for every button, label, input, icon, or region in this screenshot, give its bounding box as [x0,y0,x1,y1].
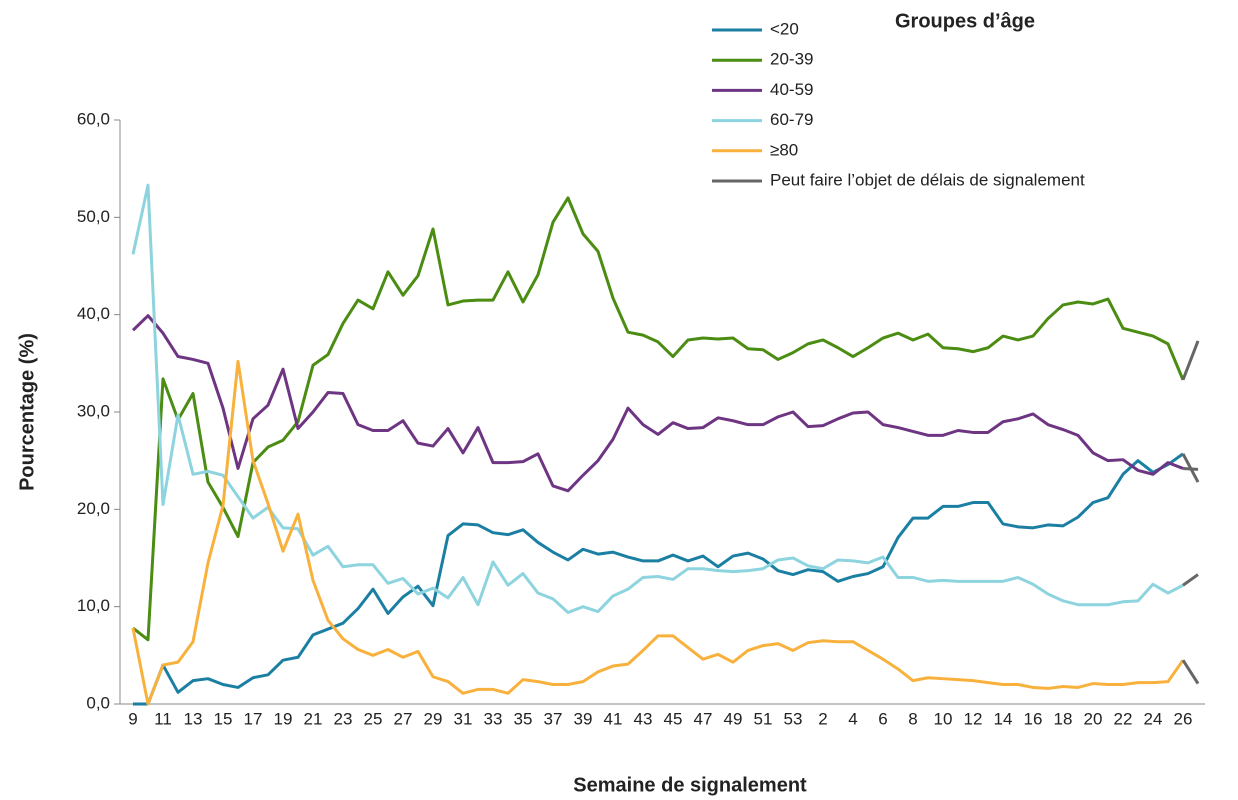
x-tick-label: 29 [424,709,443,728]
delayed-segment [1181,340,1200,381]
x-tick-label: 17 [244,709,263,728]
x-tick-label: 12 [964,709,983,728]
x-tick-label: 19 [274,709,293,728]
x-tick-label: 13 [184,709,203,728]
delayed-segment [1181,659,1200,685]
x-tick-label: 49 [724,709,743,728]
series-line [131,314,1184,493]
x-tick-label: 37 [544,709,563,728]
x-tick-label: 35 [514,709,533,728]
y-tick-label: 20,0 [77,499,110,518]
legend-title: Groupes d’âge [895,10,1035,32]
legend-label: Peut faire l’objet de délais de signalem… [770,170,1085,189]
series-line [131,359,1185,706]
x-tick-label: 24 [1144,709,1163,728]
x-tick-label: 14 [994,709,1013,728]
x-tick-label: 9 [128,709,137,728]
x-tick-label: 51 [754,709,773,728]
x-tick-label: 11 [154,709,172,728]
x-axis-label: Semaine de signalement [573,774,807,796]
x-tick-label: 53 [784,709,803,728]
x-tick-label: 21 [304,709,323,728]
x-tick-label: 20 [1084,709,1103,728]
x-tick-label: 8 [908,709,917,728]
y-tick-label: 30,0 [77,401,110,420]
x-tick-label: 33 [484,709,503,728]
delayed-segment [1182,573,1199,587]
y-tick-label: 40,0 [77,304,110,323]
legend-label: 40-59 [770,80,813,99]
legend-label: 60-79 [770,110,813,129]
legend-label: ≥80 [770,140,798,159]
x-tick-label: 39 [574,709,593,728]
x-tick-label: 16 [1024,709,1043,728]
y-axis-label: Pourcentage (%) [16,333,38,491]
y-tick-label: 60,0 [77,109,110,128]
x-tick-label: 2 [818,709,827,728]
legend-label: <20 [770,19,799,38]
x-tick-label: 27 [394,709,413,728]
x-tick-label: 22 [1114,709,1133,728]
y-tick-label: 10,0 [77,596,110,615]
x-tick-label: 26 [1174,709,1193,728]
x-tick-label: 4 [848,709,857,728]
x-tick-label: 45 [664,709,683,728]
x-tick-label: 41 [604,709,623,728]
series-line [133,452,1184,706]
y-tick-label: 0,0 [86,693,110,712]
series-line [131,183,1184,615]
x-tick-label: 25 [364,709,383,728]
x-tick-label: 18 [1054,709,1073,728]
series-line [132,196,1185,642]
delayed-segment [1182,466,1199,471]
x-tick-label: 23 [334,709,353,728]
x-tick-label: 15 [214,709,233,728]
x-tick-label: 47 [694,709,713,728]
x-tick-label: 31 [454,709,473,728]
legend-label: 20-39 [770,50,813,69]
x-tick-label: 6 [878,709,887,728]
x-tick-label: 43 [634,709,653,728]
x-tick-label: 10 [934,709,953,728]
y-tick-label: 50,0 [77,207,110,226]
